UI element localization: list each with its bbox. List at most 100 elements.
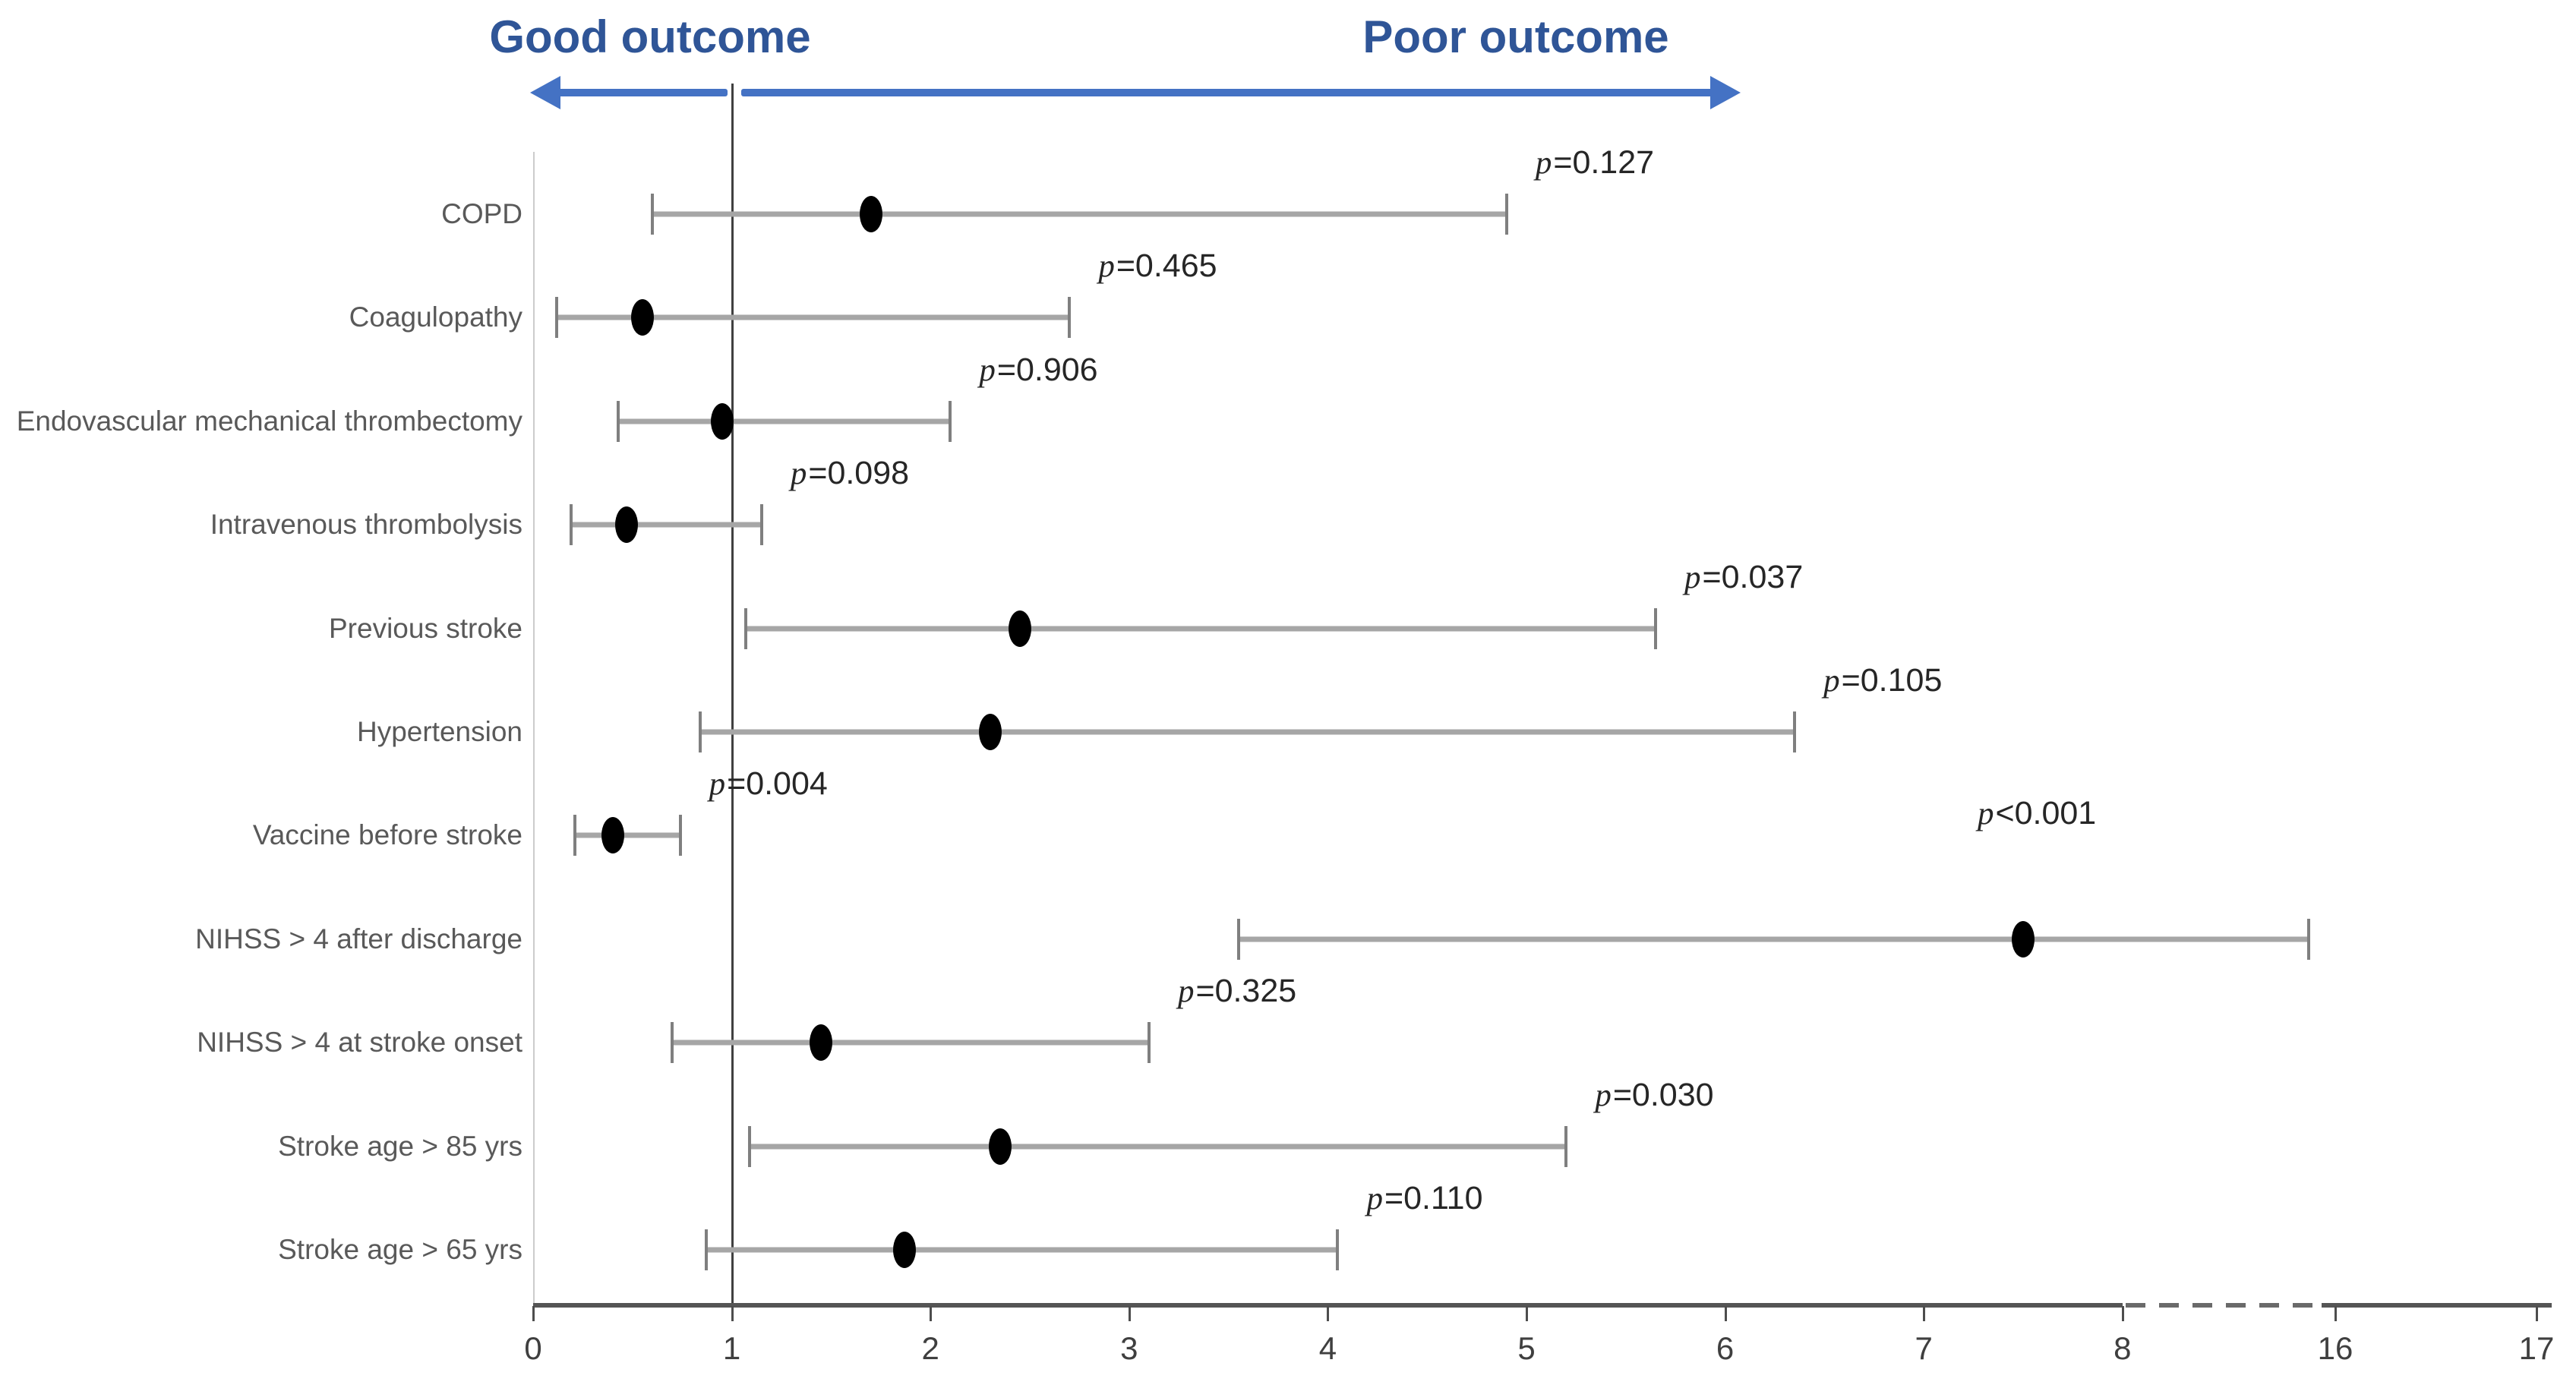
- ci-cap-high: [1793, 711, 1797, 752]
- x-axis-tick-label: 2: [921, 1330, 939, 1366]
- x-axis-tick: [2536, 1306, 2538, 1321]
- x-axis-tick-label: 16: [2317, 1330, 2353, 1366]
- x-axis-tick: [731, 1306, 734, 1321]
- p-value-label: p<0.001: [1978, 794, 2097, 831]
- or-point-marker: [893, 1232, 917, 1268]
- or-point-marker: [859, 196, 882, 232]
- ci-line: [574, 832, 680, 838]
- row-label: Vaccine before stroke: [252, 819, 522, 851]
- ci-cap-low: [569, 504, 573, 546]
- ci-line: [570, 522, 762, 528]
- x-axis-tick: [1128, 1306, 1131, 1321]
- ci-cap-low: [698, 711, 702, 752]
- ci-cap-low: [1236, 918, 1240, 960]
- p-value-label: p=0.325: [1177, 973, 1297, 1010]
- ci-cap-high: [1068, 297, 1072, 339]
- p-value-label: p=0.127: [1535, 144, 1655, 181]
- ci-cap-high: [1504, 194, 1508, 235]
- x-axis-solid-tail: [2322, 1303, 2552, 1308]
- p-value-label: p=0.030: [1595, 1076, 1714, 1113]
- ci-cap-high: [949, 400, 952, 442]
- ci-line: [672, 1040, 1149, 1046]
- ci-line: [618, 418, 951, 424]
- ci-cap-high: [2307, 918, 2310, 960]
- ci-cap-high: [1147, 1022, 1151, 1064]
- row-label: Intravenous thrombolysis: [210, 509, 522, 541]
- x-axis-tick-label: 7: [1915, 1330, 1933, 1366]
- plot-left-border: [533, 152, 535, 1303]
- good-outcome-arrow: [554, 89, 728, 96]
- ci-cap-high: [678, 815, 682, 857]
- row-label: Endovascular mechanical thrombectomy: [16, 405, 522, 437]
- row-label: NIHSS > 4 after discharge: [195, 923, 522, 954]
- good-outcome-arrowhead-icon: [530, 76, 560, 109]
- x-axis-tick-label: 17: [2518, 1330, 2555, 1366]
- ci-line: [745, 626, 1656, 632]
- ci-cap-low: [743, 607, 747, 649]
- row-label: Stroke age > 85 yrs: [278, 1130, 522, 1162]
- x-axis-tick: [1526, 1306, 1528, 1321]
- ci-line: [557, 314, 1070, 320]
- x-axis-solid-main: [533, 1303, 2123, 1308]
- ci-cap-high: [1336, 1229, 1340, 1270]
- ci-cap-low: [704, 1229, 708, 1270]
- good-outcome-title: Good outcome: [489, 11, 811, 62]
- x-axis-tick: [532, 1306, 535, 1321]
- ci-cap-high: [759, 504, 763, 546]
- p-value-label: p=0.037: [1684, 558, 1804, 595]
- or-point-marker: [710, 402, 734, 440]
- or-point-marker: [630, 299, 654, 336]
- x-axis-tick-label: 1: [722, 1330, 741, 1366]
- x-axis-tick-label: 6: [1716, 1330, 1735, 1366]
- ci-cap-low: [617, 400, 620, 442]
- ci-line: [699, 729, 1795, 735]
- x-axis-tick-label: 3: [1120, 1330, 1138, 1366]
- row-label: Coagulopathy: [349, 301, 522, 333]
- row-label: Previous stroke: [329, 612, 522, 644]
- x-axis-tick: [1724, 1306, 1727, 1321]
- poor-outcome-arrowhead-icon: [1710, 76, 1741, 109]
- p-value-label: p=0.098: [790, 455, 910, 492]
- x-axis-tick-label: 0: [524, 1330, 542, 1366]
- ci-cap-low: [671, 1022, 674, 1064]
- x-axis-break-dashed: [2125, 1303, 2320, 1308]
- or-point-marker: [601, 817, 624, 854]
- p-value-label: p=0.110: [1366, 1180, 1483, 1216]
- x-axis-tick-label: 4: [1318, 1330, 1337, 1366]
- x-axis-tick: [2121, 1306, 2124, 1321]
- ci-line: [750, 1144, 1567, 1150]
- or-point-marker: [810, 1024, 833, 1062]
- x-axis-tick: [2334, 1306, 2337, 1321]
- poor-outcome-arrow: [741, 89, 1713, 96]
- row-label: Hypertension: [356, 716, 522, 747]
- x-axis-tick-label: 5: [1517, 1330, 1536, 1366]
- row-label: COPD: [441, 198, 522, 229]
- reference-line-or1: [731, 84, 734, 1303]
- p-value-label: p=0.906: [979, 351, 1098, 388]
- x-axis-tick-label: 8: [2114, 1330, 2132, 1366]
- x-axis-tick: [1327, 1306, 1330, 1321]
- ci-cap-high: [1654, 607, 1658, 649]
- ci-line: [706, 1247, 1338, 1253]
- x-axis-tick: [1923, 1306, 1926, 1321]
- or-point-marker: [2012, 920, 2035, 958]
- or-point-marker: [614, 506, 638, 544]
- or-point-marker: [1008, 610, 1031, 647]
- ci-cap-low: [748, 1125, 752, 1167]
- ci-cap-high: [1564, 1125, 1568, 1167]
- ci-cap-low: [650, 194, 654, 235]
- row-label: Stroke age > 65 yrs: [278, 1234, 522, 1265]
- or-point-marker: [988, 1128, 1012, 1165]
- p-value-label: p=0.004: [709, 765, 828, 803]
- p-value-label: p=0.465: [1098, 248, 1217, 285]
- ci-cap-low: [555, 297, 559, 339]
- row-label: NIHSS > 4 at stroke onset: [197, 1027, 522, 1058]
- poor-outcome-title: Poor outcome: [1362, 11, 1669, 62]
- or-point-marker: [978, 714, 1002, 750]
- x-axis-tick: [930, 1306, 933, 1321]
- ci-line: [652, 211, 1507, 217]
- ci-cap-low: [573, 815, 576, 857]
- ci-line: [1238, 936, 2309, 942]
- p-value-label: p=0.105: [1823, 662, 1943, 699]
